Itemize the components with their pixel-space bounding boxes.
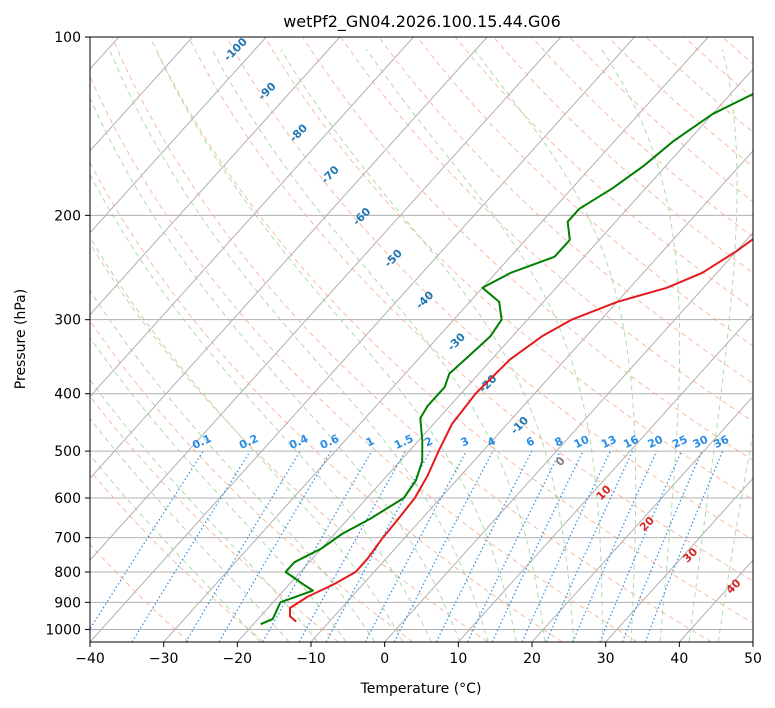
y-tick-label: 200 xyxy=(54,208,81,224)
isotherm-line xyxy=(163,37,709,642)
isotherm-line xyxy=(90,37,635,642)
isotherm-line xyxy=(90,37,488,480)
isotherm-line xyxy=(236,68,753,642)
y-axis-label: Pressure (hPa) xyxy=(13,289,29,389)
mixing-ratio-line xyxy=(545,450,634,642)
x-tick-label: 0 xyxy=(380,651,389,667)
x-tick-label: 40 xyxy=(670,651,688,667)
x-axis-label: Temperature (°C) xyxy=(360,681,482,697)
moist-adiabat-line xyxy=(90,96,461,642)
dry-adiabat-line xyxy=(90,75,638,642)
isotherm-line xyxy=(90,37,193,152)
x-tick-label: −30 xyxy=(149,651,179,667)
mixing-ratio-line xyxy=(298,450,406,642)
moist-adiabat-line xyxy=(155,49,517,642)
moist-adiabat-line xyxy=(688,49,738,642)
mixing-ratio-line xyxy=(435,450,533,642)
x-tick-label: −20 xyxy=(223,651,253,667)
moist-adiabat-line xyxy=(90,236,404,642)
mixing-ratio-line xyxy=(644,450,724,642)
moist-adiabat-line xyxy=(717,430,753,642)
isotherm-line xyxy=(457,313,753,642)
isotherm-line xyxy=(384,231,753,642)
y-axis: 100 200 300 400 500 600 700 800 900 1000 xyxy=(45,30,90,638)
x-tick-label: 10 xyxy=(449,651,467,667)
y-tick-label: 1000 xyxy=(45,622,81,638)
dewpoint-profile-line xyxy=(260,92,753,626)
background-lines xyxy=(90,37,753,642)
y-tick-label: 800 xyxy=(54,565,81,581)
mixing-ratio-line xyxy=(90,450,204,631)
mixing-ratio-line xyxy=(364,450,467,642)
x-axis: −40 −30 −20 −10 0 10 20 30 40 50 xyxy=(75,642,762,667)
dry-adiabat-line xyxy=(111,37,712,642)
x-tick-label: 30 xyxy=(597,651,615,667)
mixing-ratio-label: 16 xyxy=(621,433,641,451)
mixing-ratio-line xyxy=(572,450,658,642)
x-tick-label: −40 xyxy=(75,651,105,667)
moist-adiabat-line xyxy=(211,49,546,642)
moist-adiabat-line xyxy=(473,49,637,642)
x-tick-label: 50 xyxy=(744,651,762,667)
x-tick-label: 20 xyxy=(523,651,541,667)
mixing-ratio-label: 25 xyxy=(670,433,689,451)
dry-adiabat-line xyxy=(416,37,753,347)
isotherm-line xyxy=(531,395,753,642)
mixing-ratio-label: 20 xyxy=(646,433,666,451)
isotherm-line xyxy=(90,37,341,316)
isotherm-line xyxy=(90,37,267,234)
isotherm-line xyxy=(90,37,414,398)
chart-title: wetPf2_GN04.2026.100.15.44.G06 xyxy=(283,12,561,32)
mixing-ratio-label: 30 xyxy=(691,433,711,451)
dry-adiabat-line xyxy=(90,469,264,642)
moist-adiabat-line xyxy=(366,49,603,642)
moist-adiabat-line xyxy=(90,173,432,642)
y-tick-label: 700 xyxy=(54,531,81,547)
dry-adiabat-line xyxy=(264,37,753,501)
y-tick-label: 300 xyxy=(54,313,81,329)
moist-adiabat-line xyxy=(90,454,261,642)
isotherm-line xyxy=(90,37,562,561)
plot-frame xyxy=(89,36,754,643)
x-tick-label: −10 xyxy=(296,651,326,667)
mixing-ratio-label: 36 xyxy=(712,433,732,451)
mixing-ratio-line xyxy=(325,450,431,642)
moist-adiabat-line xyxy=(90,378,319,642)
series-layer xyxy=(260,92,753,626)
dry-adiabat-line xyxy=(302,37,753,461)
dry-adiabat-line xyxy=(90,242,488,642)
y-tick-label: 500 xyxy=(54,444,81,460)
moist-adiabat-line xyxy=(280,49,575,642)
y-tick-label: 900 xyxy=(54,595,81,611)
mixing-ratio-label: 10 xyxy=(572,433,592,451)
moist-adiabat-line xyxy=(90,417,290,642)
y-tick-label: 400 xyxy=(54,387,81,403)
mixing-ratio-label: 13 xyxy=(599,433,618,451)
moist-adiabat-line xyxy=(90,289,376,642)
dry-adiabat-line xyxy=(225,37,753,541)
isotherm-line xyxy=(605,477,753,642)
y-tick-label: 600 xyxy=(54,491,81,507)
y-tick-label: 100 xyxy=(54,30,81,46)
temperature-profile-line xyxy=(289,237,753,623)
mixing-ratio-line xyxy=(131,450,251,642)
mixing-ratio-line xyxy=(599,450,682,642)
dry-adiabat-line xyxy=(187,37,753,582)
dry-adiabat-line xyxy=(90,161,563,642)
moist-adiabat-line xyxy=(109,49,489,642)
moist-adiabat-line xyxy=(601,49,681,642)
dry-adiabat-line xyxy=(149,37,753,624)
mixing-ratio-line xyxy=(621,450,703,642)
